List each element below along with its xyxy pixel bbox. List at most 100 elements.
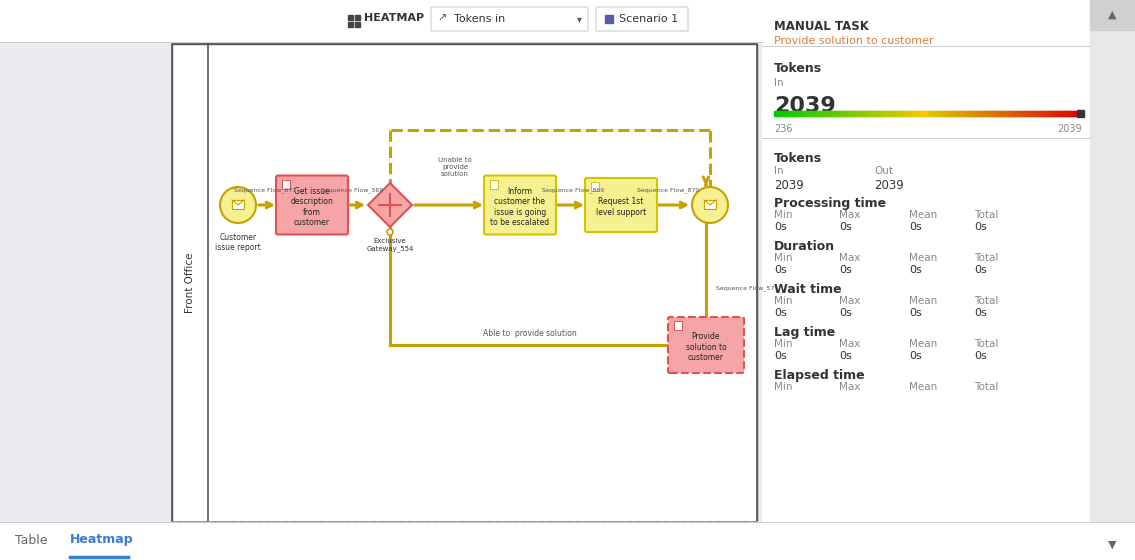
Bar bbox=[914, 111, 917, 116]
Bar bbox=[792, 111, 794, 116]
Bar bbox=[1020, 111, 1023, 116]
Text: ▲: ▲ bbox=[1108, 10, 1116, 20]
Bar bbox=[916, 111, 918, 116]
Bar bbox=[1077, 110, 1084, 117]
Bar bbox=[993, 111, 995, 116]
Bar bbox=[704, 200, 716, 209]
Bar bbox=[899, 111, 901, 116]
Bar bbox=[1068, 111, 1070, 116]
Bar bbox=[957, 111, 960, 116]
Bar bbox=[790, 111, 792, 116]
Bar bbox=[591, 182, 599, 191]
Bar bbox=[972, 111, 974, 116]
Bar bbox=[805, 111, 807, 116]
Bar bbox=[956, 111, 958, 116]
Text: 0s: 0s bbox=[974, 265, 986, 275]
Text: 0s: 0s bbox=[909, 222, 922, 232]
Bar bbox=[930, 111, 932, 116]
Bar bbox=[969, 111, 972, 116]
Bar bbox=[947, 111, 949, 116]
Bar bbox=[1007, 111, 1009, 116]
Bar bbox=[821, 111, 823, 116]
Bar bbox=[782, 111, 784, 116]
Text: Inform
customer the
issue is going
to be escalated: Inform customer the issue is going to be… bbox=[490, 187, 549, 227]
Text: Max: Max bbox=[839, 210, 860, 220]
Text: Min: Min bbox=[774, 382, 792, 392]
Bar bbox=[832, 111, 835, 116]
Bar bbox=[890, 111, 892, 116]
Bar bbox=[908, 111, 910, 116]
Bar bbox=[948, 111, 950, 116]
Text: Total: Total bbox=[974, 296, 999, 306]
Bar bbox=[804, 111, 806, 116]
Bar bbox=[978, 111, 982, 116]
Bar bbox=[1069, 111, 1073, 116]
Bar bbox=[991, 111, 993, 116]
Bar bbox=[605, 15, 613, 23]
Bar bbox=[1067, 111, 1069, 116]
Bar bbox=[995, 111, 999, 116]
Text: Min: Min bbox=[774, 339, 792, 349]
Text: 236: 236 bbox=[774, 124, 792, 134]
Text: Min: Min bbox=[774, 210, 792, 220]
Bar bbox=[1036, 111, 1039, 116]
Bar bbox=[938, 111, 940, 116]
Bar bbox=[1045, 111, 1048, 116]
Bar bbox=[877, 111, 880, 116]
Bar bbox=[1073, 111, 1075, 116]
Bar bbox=[918, 111, 922, 116]
Bar bbox=[928, 111, 931, 116]
Text: Out: Out bbox=[874, 166, 893, 176]
Bar bbox=[888, 111, 891, 116]
Bar bbox=[917, 111, 919, 116]
Bar bbox=[674, 321, 682, 330]
Bar bbox=[806, 111, 809, 116]
Bar bbox=[873, 111, 875, 116]
Bar bbox=[934, 111, 936, 116]
Bar bbox=[1039, 111, 1042, 116]
Bar bbox=[939, 111, 941, 116]
Bar bbox=[860, 111, 863, 116]
Bar bbox=[826, 111, 829, 116]
Text: Total: Total bbox=[974, 339, 999, 349]
Bar bbox=[762, 0, 1135, 560]
Bar bbox=[933, 111, 935, 116]
Circle shape bbox=[220, 187, 257, 223]
Bar bbox=[784, 111, 788, 116]
Bar bbox=[866, 111, 869, 116]
Bar bbox=[797, 111, 800, 116]
Bar bbox=[859, 111, 861, 116]
Text: 0s: 0s bbox=[909, 351, 922, 361]
Bar bbox=[994, 111, 997, 116]
Bar bbox=[1022, 111, 1025, 116]
Bar bbox=[794, 111, 797, 116]
Text: Front Office: Front Office bbox=[185, 253, 195, 313]
Text: Mean: Mean bbox=[909, 210, 938, 220]
Bar bbox=[1011, 111, 1014, 116]
Bar bbox=[985, 111, 987, 116]
Bar bbox=[903, 111, 906, 116]
Bar bbox=[892, 111, 896, 116]
Bar bbox=[1041, 111, 1043, 116]
Text: Sequence Flow_870: Sequence Flow_870 bbox=[637, 187, 699, 193]
Bar bbox=[355, 22, 360, 27]
Bar bbox=[775, 111, 779, 116]
Bar bbox=[825, 111, 827, 116]
Bar bbox=[976, 111, 978, 116]
Text: Tokens in: Tokens in bbox=[454, 14, 505, 24]
Bar bbox=[830, 111, 832, 116]
Text: HEATMAP: HEATMAP bbox=[364, 13, 424, 23]
Bar bbox=[848, 111, 850, 116]
Bar bbox=[1012, 111, 1015, 116]
Bar bbox=[950, 111, 952, 116]
Bar bbox=[998, 111, 1000, 116]
Bar bbox=[905, 111, 908, 116]
Bar bbox=[1002, 111, 1004, 116]
Text: Total: Total bbox=[974, 210, 999, 220]
Text: 0s: 0s bbox=[909, 265, 922, 275]
Text: Max: Max bbox=[839, 382, 860, 392]
Bar bbox=[348, 15, 353, 20]
Text: 0s: 0s bbox=[974, 351, 986, 361]
Bar bbox=[1028, 111, 1031, 116]
Text: Wait time: Wait time bbox=[774, 283, 842, 296]
